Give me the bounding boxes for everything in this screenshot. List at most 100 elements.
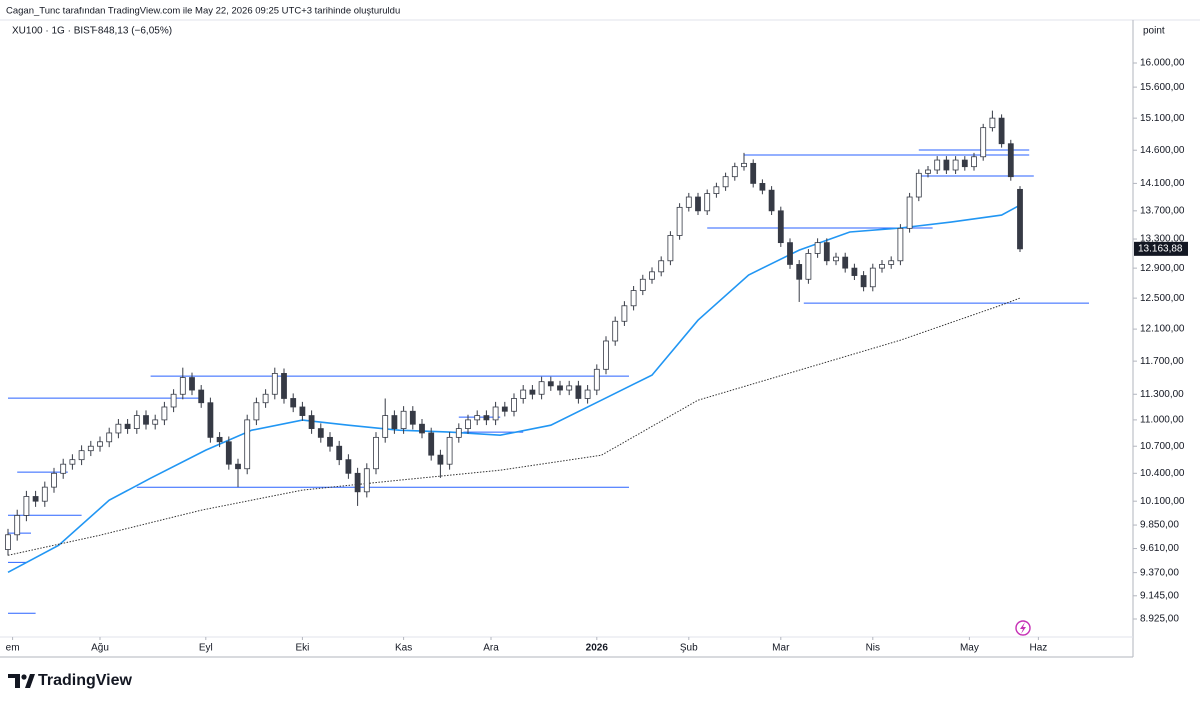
candle-body xyxy=(869,267,876,288)
candle-body xyxy=(143,415,149,425)
candle-body xyxy=(695,196,701,212)
candle-body xyxy=(971,156,977,168)
y-tick-label: 9.850,00 xyxy=(1140,520,1179,531)
candle-body xyxy=(741,162,747,168)
candle-body xyxy=(207,402,214,438)
candle-body xyxy=(23,496,30,516)
last-price-label: 13.163,88 xyxy=(1138,243,1183,254)
candle-body xyxy=(106,432,113,443)
axis-unit: point xyxy=(1143,26,1165,37)
candle-body xyxy=(69,459,76,465)
candle-body xyxy=(373,436,379,470)
candle-body xyxy=(400,410,407,429)
candle-body xyxy=(593,368,600,391)
moving-average xyxy=(7,297,1021,556)
candle-body xyxy=(336,445,343,461)
x-tick-label: Nis xyxy=(866,643,880,654)
candle-body xyxy=(639,278,646,291)
candle-body xyxy=(547,381,554,387)
candle-body xyxy=(584,389,591,399)
x-tick-label: Mar xyxy=(772,643,790,654)
candle-body xyxy=(60,463,67,474)
candle-body xyxy=(557,385,563,391)
candle-body xyxy=(152,419,159,425)
y-tick-label: 10.700,00 xyxy=(1140,441,1185,452)
candle-body xyxy=(842,256,849,269)
candle-body xyxy=(455,428,462,438)
candle-body xyxy=(1017,188,1023,250)
candle-body xyxy=(823,242,830,262)
candle-body xyxy=(879,264,885,269)
candle-body xyxy=(41,486,48,502)
y-tick-label: 15.100,00 xyxy=(1140,113,1185,124)
x-tick-label: May xyxy=(960,643,979,654)
candle-body xyxy=(133,415,140,429)
y-tick-label: 11.000,00 xyxy=(1140,415,1184,426)
candle-body xyxy=(78,450,85,461)
candle-body xyxy=(998,117,1005,145)
candle-body xyxy=(161,406,168,421)
candle-body xyxy=(989,117,996,129)
candle-body xyxy=(198,389,205,404)
candle-body xyxy=(529,389,536,395)
candle-body xyxy=(51,472,57,488)
candle-body xyxy=(391,415,398,429)
candle-body xyxy=(685,196,692,208)
candle-body xyxy=(750,162,757,184)
candle-body xyxy=(244,419,251,470)
candle-body xyxy=(915,172,922,198)
candle-body xyxy=(474,415,481,421)
x-tick-label: 2026 xyxy=(586,643,609,654)
x-tick-label: em xyxy=(6,643,20,654)
candle-body xyxy=(428,432,435,456)
y-tick-label: 9.370,00 xyxy=(1140,567,1179,578)
candle-body xyxy=(787,242,793,265)
y-tick-label: 14.600,00 xyxy=(1140,145,1185,156)
y-tick-label: 13.300,00 xyxy=(1140,234,1185,245)
last-price-tag xyxy=(1134,241,1188,256)
change-text: −848,13 (−6,05%) xyxy=(92,26,172,37)
candle-body xyxy=(446,436,453,465)
candle-body xyxy=(768,189,775,212)
candle-body xyxy=(492,406,499,421)
candle-body xyxy=(833,256,839,262)
y-tick-label: 12.100,00 xyxy=(1140,324,1185,335)
candle-body xyxy=(345,459,352,474)
x-tick-label: Kas xyxy=(395,643,412,654)
candle-body xyxy=(363,468,370,493)
candle-body xyxy=(980,127,987,158)
candle-body xyxy=(943,159,950,171)
y-tick-label: 10.400,00 xyxy=(1140,468,1185,479)
candle-body xyxy=(1007,143,1014,178)
candle-body xyxy=(897,227,904,262)
candle-body xyxy=(235,463,241,470)
moving-average xyxy=(7,204,1021,574)
y-tick-label: 11.700,00 xyxy=(1140,356,1184,367)
x-tick-label: Ara xyxy=(483,643,499,654)
candle-body xyxy=(575,385,582,399)
y-tick-label: 15.600,00 xyxy=(1140,82,1185,93)
candle-body xyxy=(566,385,573,391)
candle-body xyxy=(501,406,508,412)
candle-body xyxy=(722,176,729,188)
candle-body xyxy=(676,206,683,236)
candle-body xyxy=(271,373,278,395)
candle-body xyxy=(419,423,425,434)
candle-body xyxy=(952,159,959,171)
candle-body xyxy=(520,389,527,399)
y-tick-label: 14.100,00 xyxy=(1140,178,1185,189)
candle-body xyxy=(409,410,416,425)
y-tick-label: 9.610,00 xyxy=(1140,543,1179,554)
candle-body xyxy=(777,210,784,244)
flash-icon xyxy=(1015,620,1031,636)
y-tick-label: 8.925,00 xyxy=(1140,614,1179,625)
candle-body xyxy=(658,260,665,273)
candle-body xyxy=(124,423,131,429)
candle-body xyxy=(179,377,186,395)
candle-body xyxy=(354,472,361,493)
x-tick-label: Haz xyxy=(1030,643,1048,654)
candle-body xyxy=(97,441,103,447)
candle-body xyxy=(225,441,232,465)
attribution: Cagan_Tunc tarafından TradingView.com il… xyxy=(6,6,400,17)
candle-body xyxy=(860,275,867,288)
